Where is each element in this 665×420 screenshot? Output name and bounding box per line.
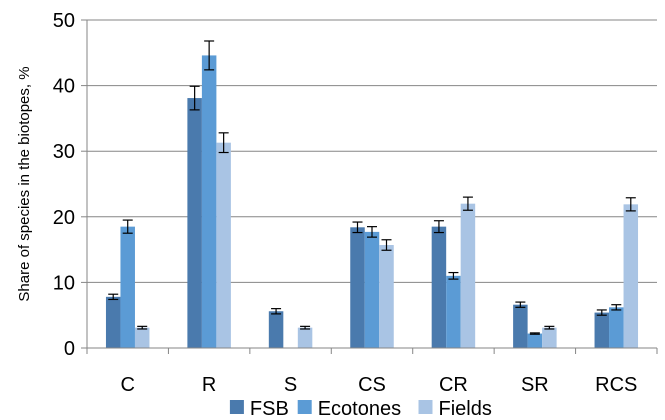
bar-fsb-cr (431, 226, 447, 348)
bar-fsb-r (187, 98, 202, 348)
legend-swatch (229, 400, 244, 414)
bars (105, 55, 639, 349)
error-bar-fsb-c (108, 293, 119, 301)
error-bar-fields-sr (544, 325, 555, 330)
error-bar-fsb-cr (433, 220, 444, 234)
x-tick-label: R (202, 374, 216, 396)
bar-fields-cs (379, 245, 394, 348)
y-axis-title: Share of species in the biotopes, % (16, 66, 33, 301)
y-tick-label: 20 (53, 207, 75, 229)
y-tick-label: 40 (53, 76, 75, 98)
x-tick-labels: C R S CS CR SR RCS (120, 374, 637, 396)
bar-ecotones-c (120, 226, 135, 348)
error-bar-fields-rcs (625, 197, 636, 212)
bar-fields-c (134, 327, 150, 348)
x-tick-label: CR (439, 374, 468, 396)
x-tick-label: C (120, 374, 134, 396)
error-bar-ecotones-cr (448, 271, 459, 280)
error-bar-fields-r (218, 132, 229, 154)
error-bar-fsb-sr (515, 301, 526, 308)
error-bar-fsb-s (271, 308, 282, 315)
error-bar-fields-s (300, 325, 311, 330)
bar-fields-r (216, 142, 231, 348)
error-bar-ecotones-cs (367, 226, 377, 238)
y-tick-label: 30 (53, 141, 75, 163)
error-bar-ecotones-r (204, 40, 215, 71)
legend-swatch (297, 400, 312, 414)
bar-ecotones-r (201, 55, 217, 349)
bar-fsb-sr (513, 304, 528, 348)
error-bar-fsb-r (189, 85, 200, 111)
y-tick-label: 10 (53, 272, 75, 294)
axes (81, 19, 658, 354)
error-bar-fsb-rcs (596, 309, 607, 316)
error-bars (108, 40, 636, 335)
bar-ecotones-rcs (609, 307, 624, 348)
bar-ecotones-cr (446, 275, 461, 348)
error-bar-ecotones-c (122, 219, 133, 234)
legend-label: Fields (439, 398, 492, 420)
legend-label: FSB (250, 398, 289, 420)
error-bar-fields-cr (462, 196, 473, 211)
legend-item-fsb: FSB (229, 398, 289, 420)
legend: FSB Ecotones Fields (229, 398, 492, 420)
y-tick-label: 0 (64, 338, 75, 360)
error-bar-fields-c (137, 325, 148, 330)
y-tick-labels: 0 10 20 30 40 50 (53, 10, 75, 360)
x-tick-label: SR (521, 374, 549, 396)
bar-fsb-s (268, 311, 284, 348)
legend-item-ecotones: Ecotones (297, 398, 401, 420)
bar-fsb-cs (350, 227, 365, 348)
bar-fsb-c (105, 296, 121, 348)
bar-fields-sr (542, 327, 557, 348)
error-bar-ecotones-rcs (611, 304, 622, 311)
x-tick-label: CS (358, 374, 386, 396)
bar-fields-cr (460, 203, 476, 348)
error-bar-fields-cs (381, 239, 392, 251)
x-tick-label: RCS (595, 374, 637, 396)
y-tick-label: 50 (53, 10, 75, 32)
legend-swatch (418, 400, 433, 414)
bar-fields-rcs (623, 204, 639, 348)
legend-label: Ecotones (318, 398, 401, 420)
bar-ecotones-sr (527, 333, 543, 348)
bar-fields-s (297, 327, 313, 348)
gridlines (87, 19, 657, 283)
legend-item-fields: Fields (418, 398, 492, 420)
bar-fsb-rcs (594, 312, 610, 348)
error-bar-fsb-cs (352, 221, 363, 234)
error-bar-ecotones-sr (529, 332, 540, 335)
bar-ecotones-cs (364, 231, 380, 348)
x-tick-label: S (284, 374, 297, 396)
